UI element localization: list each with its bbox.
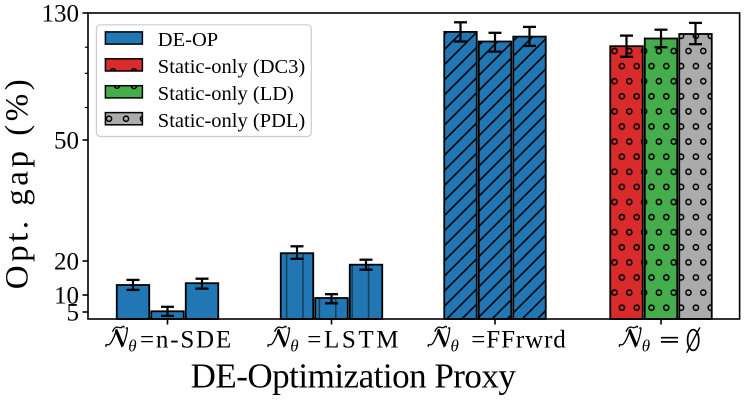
svg-text:DE-Optimization Proxy: DE-Optimization Proxy [191, 357, 517, 396]
svg-text:θ: θ [290, 337, 298, 356]
svg-text:Opt. gap (%): Opt. gap (%) [0, 76, 36, 289]
svg-text:Static-only (PDL): Static-only (PDL) [158, 110, 305, 132]
svg-text:10: 10 [54, 283, 79, 310]
svg-text:Static-only (LD): Static-only (LD) [158, 83, 294, 105]
svg-text:=n-SDE: =n-SDE [140, 326, 233, 353]
svg-text:=FFrwrd: =FFrwrd [471, 326, 566, 353]
svg-text:5: 5 [67, 300, 80, 327]
svg-text:θ: θ [128, 337, 136, 356]
svg-text:20: 20 [54, 249, 79, 276]
svg-text:=LSTM: =LSTM [307, 326, 401, 353]
svg-text:θ: θ [642, 337, 650, 356]
svg-text:130: 130 [42, 1, 80, 28]
svg-text:θ: θ [451, 337, 459, 356]
svg-text:50: 50 [54, 128, 79, 155]
svg-text:Static-only (DC3): Static-only (DC3) [158, 56, 305, 78]
svg-text:DE-OP: DE-OP [158, 29, 218, 51]
